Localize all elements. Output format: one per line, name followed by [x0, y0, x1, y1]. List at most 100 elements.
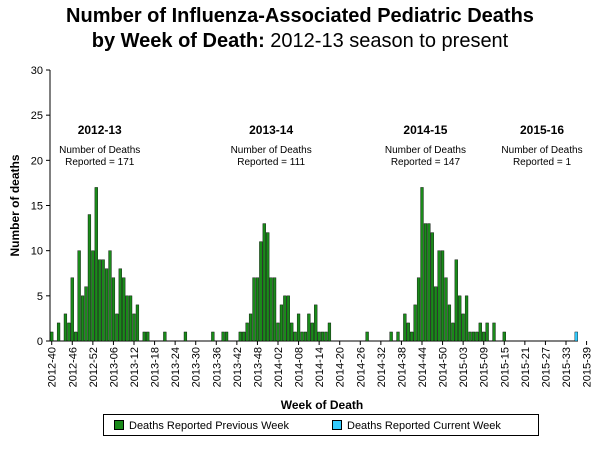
legend-item-previous: Deaths Reported Previous Week — [114, 419, 289, 433]
bar-previous-week — [50, 331, 54, 342]
bar-previous-week — [464, 295, 469, 342]
x-tick-label: 2014-38 — [396, 347, 408, 387]
bar-previous-week — [70, 277, 74, 342]
bar-previous-week — [403, 313, 407, 342]
season-count-line2: Reported = 111 — [237, 157, 305, 168]
bar-previous-week — [283, 295, 287, 342]
bar-previous-week — [471, 331, 476, 342]
bar-previous-week — [310, 322, 314, 342]
bar-previous-week — [396, 331, 400, 342]
bar-previous-week — [444, 277, 448, 342]
bar-previous-week — [461, 313, 465, 342]
bar-previous-week — [125, 295, 129, 342]
x-tick-label: 2014-50 — [438, 347, 450, 387]
bar-previous-week — [492, 322, 496, 342]
bar-previous-week — [221, 331, 225, 342]
bar-previous-week — [245, 322, 249, 342]
bar-previous-week — [104, 268, 109, 342]
y-tick-label: 10 — [31, 246, 43, 258]
x-tick-label: 2013-24 — [170, 347, 182, 387]
legend-label-previous: Deaths Reported Previous Week — [129, 420, 289, 432]
bar-previous-week — [296, 313, 301, 342]
bar-previous-week — [410, 331, 414, 342]
bar-previous-week — [135, 304, 140, 342]
bar-previous-week — [111, 277, 116, 342]
bar-previous-week — [324, 331, 328, 342]
bar-previous-week — [454, 259, 458, 342]
x-tick-label: 2014-14 — [314, 347, 326, 387]
bar-previous-week — [242, 331, 246, 342]
bar-previous-week — [420, 187, 424, 342]
x-tick-label: 2015-09 — [479, 347, 491, 387]
bar-previous-week — [211, 331, 215, 342]
bar-previous-week — [303, 331, 308, 342]
title-line-2-regular: 2012-13 season to present — [264, 30, 509, 52]
bar-previous-week — [101, 259, 105, 342]
bar-previous-week — [63, 313, 68, 342]
bar-previous-week — [447, 304, 452, 342]
x-tick-label: 2014-20 — [335, 347, 347, 387]
bar-previous-week — [269, 277, 273, 342]
legend-label-current: Deaths Reported Current Week — [347, 420, 501, 432]
bar-previous-week — [320, 331, 325, 342]
y-tick-label: 20 — [31, 155, 43, 167]
bar-previous-week — [502, 331, 506, 342]
season-count-line1: Number of Deaths — [59, 145, 140, 156]
bar-previous-week — [475, 331, 479, 342]
season-count-line2: Reported = 1 — [513, 157, 572, 168]
x-tick-label: 2012-46 — [67, 347, 79, 387]
x-axis-title: Week of Death — [281, 398, 363, 412]
bar-previous-week — [276, 322, 280, 342]
bar-previous-week — [266, 232, 270, 342]
bar-previous-week — [132, 313, 136, 342]
bar-previous-week — [183, 331, 188, 342]
bar-previous-week — [98, 259, 102, 342]
bar-previous-week — [272, 277, 277, 342]
bar-previous-week — [84, 286, 88, 342]
season-label: 2015-16 — [520, 123, 564, 137]
x-tick-label: 2013-30 — [191, 347, 203, 387]
x-tick-label: 2015-33 — [561, 347, 573, 387]
bar-previous-week — [115, 313, 119, 342]
chart-title: Number of Influenza-Associated Pediatric… — [0, 4, 600, 54]
x-tick-label: 2014-44 — [417, 347, 429, 387]
bar-previous-week — [279, 304, 284, 342]
bar-previous-week — [327, 322, 332, 342]
bar-previous-week — [74, 331, 78, 342]
x-tick-label: 2015-27 — [540, 347, 552, 387]
bar-previous-week — [458, 295, 462, 342]
bar-previous-week — [307, 313, 311, 342]
bar-previous-week — [108, 250, 112, 342]
bar-previous-week — [430, 232, 434, 342]
y-tick-label: 5 — [37, 291, 43, 303]
bar-previous-week — [290, 322, 294, 342]
legend-swatch-current — [332, 420, 342, 431]
y-tick-label: 30 — [31, 65, 43, 77]
x-tick-label: 2012-40 — [47, 347, 59, 387]
bar-previous-week — [482, 331, 486, 342]
bar-previous-week — [300, 331, 304, 342]
x-tick-label: 2012-52 — [88, 347, 100, 387]
bar-previous-week — [238, 331, 242, 342]
bar-previous-week — [122, 277, 126, 342]
bar-previous-week — [91, 250, 95, 342]
x-tick-label: 2014-02 — [273, 347, 285, 387]
bar-previous-week — [94, 187, 98, 342]
bar-previous-week — [87, 214, 92, 342]
season-count-line2: Reported = 171 — [65, 157, 135, 168]
season-label: 2013-14 — [249, 123, 293, 137]
season-label: 2014-15 — [403, 123, 447, 137]
bar-previous-week — [416, 277, 421, 342]
bar-previous-week — [485, 322, 489, 342]
x-tick-label: 2014-26 — [355, 347, 367, 387]
x-tick-label: 2014-08 — [294, 347, 306, 387]
bar-previous-week — [163, 331, 167, 342]
bar-current-week — [574, 331, 578, 342]
bar-previous-week — [314, 304, 318, 342]
x-tick-label: 2013-42 — [232, 347, 244, 387]
bar-previous-week — [423, 223, 428, 342]
bar-previous-week — [427, 223, 431, 342]
bar-previous-week — [286, 295, 290, 342]
bar-previous-week — [262, 223, 266, 342]
